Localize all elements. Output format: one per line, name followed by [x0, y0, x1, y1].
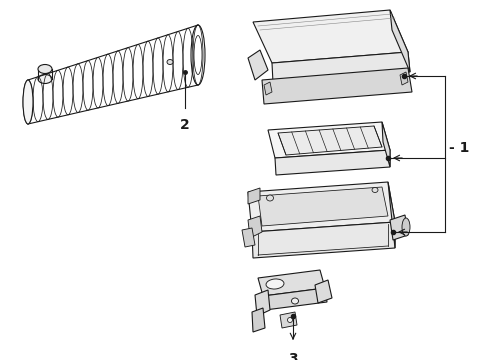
Text: 3: 3 [288, 352, 298, 360]
Polygon shape [268, 122, 390, 158]
Polygon shape [262, 68, 412, 104]
Polygon shape [248, 188, 260, 204]
Polygon shape [252, 308, 265, 332]
Ellipse shape [402, 218, 410, 236]
Polygon shape [390, 215, 408, 240]
Polygon shape [382, 122, 390, 167]
Polygon shape [253, 10, 408, 63]
Polygon shape [255, 290, 270, 316]
Polygon shape [248, 216, 262, 238]
Ellipse shape [38, 75, 52, 84]
Polygon shape [278, 126, 382, 155]
Ellipse shape [288, 318, 293, 323]
Ellipse shape [23, 80, 33, 124]
Polygon shape [400, 72, 408, 85]
Polygon shape [390, 10, 410, 72]
Text: 2: 2 [180, 118, 190, 132]
Ellipse shape [167, 59, 173, 64]
Polygon shape [280, 312, 297, 328]
Polygon shape [258, 187, 388, 226]
Ellipse shape [372, 188, 378, 193]
Polygon shape [248, 50, 268, 80]
Polygon shape [315, 280, 332, 303]
Polygon shape [388, 182, 395, 248]
Polygon shape [242, 228, 255, 247]
Ellipse shape [292, 298, 298, 304]
Polygon shape [263, 288, 327, 310]
Text: - 1: - 1 [449, 141, 469, 155]
Ellipse shape [266, 279, 284, 289]
Polygon shape [248, 182, 395, 232]
Polygon shape [252, 222, 395, 258]
Ellipse shape [38, 64, 52, 73]
Polygon shape [258, 270, 325, 296]
Ellipse shape [267, 195, 273, 201]
Polygon shape [272, 52, 410, 83]
Polygon shape [264, 82, 272, 95]
Polygon shape [275, 150, 390, 175]
